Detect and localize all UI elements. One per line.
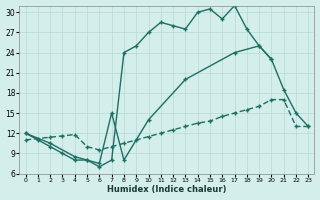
- X-axis label: Humidex (Indice chaleur): Humidex (Indice chaleur): [107, 185, 227, 194]
